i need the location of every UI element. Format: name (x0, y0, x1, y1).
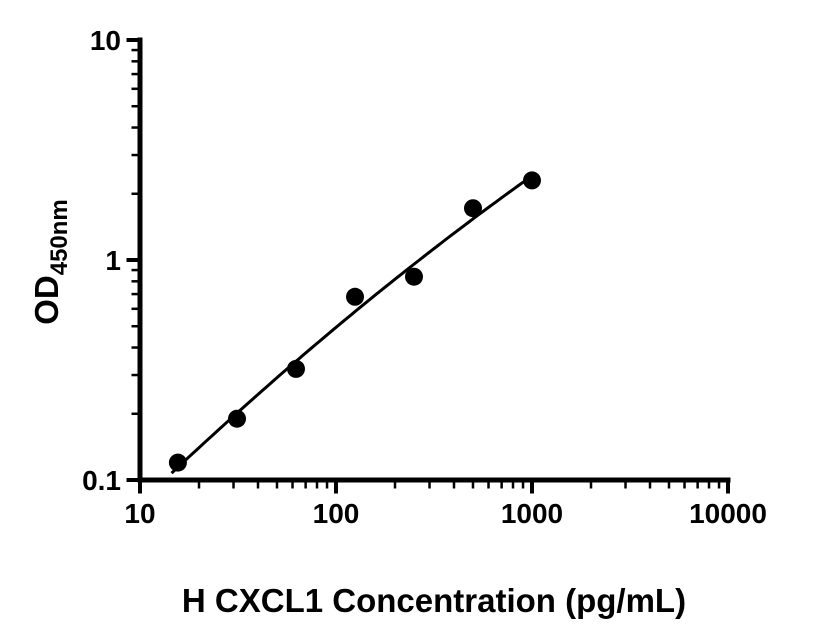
x-axis-spine (137, 477, 731, 483)
x-major-tick (334, 482, 338, 494)
y-minor-tick (131, 48, 138, 52)
x-tick-label: 10000 (689, 498, 767, 529)
y-minor-tick (131, 87, 138, 91)
x-minor-tick (428, 482, 431, 489)
x-major-tick (726, 482, 730, 494)
axis-ticks (126, 38, 730, 494)
data-point (168, 453, 187, 472)
x-minor-tick (471, 482, 475, 489)
x-major-tick (138, 482, 142, 494)
x-minor-tick (393, 482, 397, 489)
x-minor-tick (452, 482, 456, 489)
x-minor-tick (648, 482, 652, 489)
x-minor-tick (500, 482, 503, 489)
x-minor-tick (589, 482, 593, 489)
y-axis-spine (137, 37, 143, 483)
y-minor-tick (131, 72, 138, 76)
x-minor-tick (521, 482, 525, 489)
x-axis-title: H CXCL1 Concentration (pg/mL) (182, 582, 686, 619)
x-minor-tick (707, 482, 711, 489)
y-minor-tick (131, 412, 138, 416)
y-minor-tick (131, 292, 138, 296)
axis-tick-labels: 10 100 1000 10000 0.1 1 10 (82, 25, 767, 529)
y-axis-title-main: OD (28, 275, 65, 325)
x-minor-tick (197, 482, 201, 489)
y-tick-label: 0.1 (82, 465, 121, 496)
x-minor-tick (304, 482, 307, 489)
data-point (346, 287, 364, 306)
data-point (523, 171, 541, 190)
x-minor-tick (511, 482, 515, 489)
y-minor-tick (131, 307, 138, 311)
data-point (228, 409, 246, 428)
x-minor-tick (683, 482, 686, 489)
y-minor-tick (131, 373, 138, 377)
x-tick-label: 1000 (501, 498, 563, 529)
y-tick-label: 10 (90, 25, 121, 56)
y-axis-title-subscript: 450nm (46, 199, 73, 275)
x-minor-tick (315, 482, 319, 489)
y-minor-tick (131, 346, 138, 349)
x-minor-tick (696, 482, 699, 489)
y-minor-tick (131, 324, 138, 328)
data-point (287, 359, 305, 378)
x-minor-tick (291, 482, 294, 489)
x-minor-tick (487, 482, 490, 489)
y-major-tick (126, 478, 138, 482)
x-major-tick (530, 482, 534, 494)
y-minor-tick (131, 280, 138, 283)
y-axis-title: OD450nm (28, 199, 73, 325)
x-minor-tick (256, 482, 260, 489)
data-points (168, 171, 541, 472)
fit-curve (170, 174, 533, 475)
x-minor-tick (325, 482, 329, 489)
y-minor-tick (131, 192, 138, 196)
x-minor-tick (624, 482, 627, 489)
data-point (405, 267, 423, 286)
x-tick-label: 100 (313, 498, 360, 529)
x-minor-tick (667, 482, 671, 489)
y-major-tick (126, 258, 138, 262)
y-minor-tick (131, 268, 138, 272)
x-tick-label: 10 (124, 498, 155, 529)
y-minor-tick (131, 104, 138, 108)
x-minor-tick (232, 482, 235, 489)
axes (137, 37, 731, 483)
data-point (464, 199, 482, 218)
y-major-tick (126, 38, 138, 42)
y-minor-tick (131, 126, 138, 129)
y-minor-tick (131, 153, 138, 157)
y-tick-label: 1 (105, 245, 121, 276)
x-minor-tick (717, 482, 721, 489)
x-minor-tick (275, 482, 279, 489)
y-minor-tick (131, 60, 138, 63)
